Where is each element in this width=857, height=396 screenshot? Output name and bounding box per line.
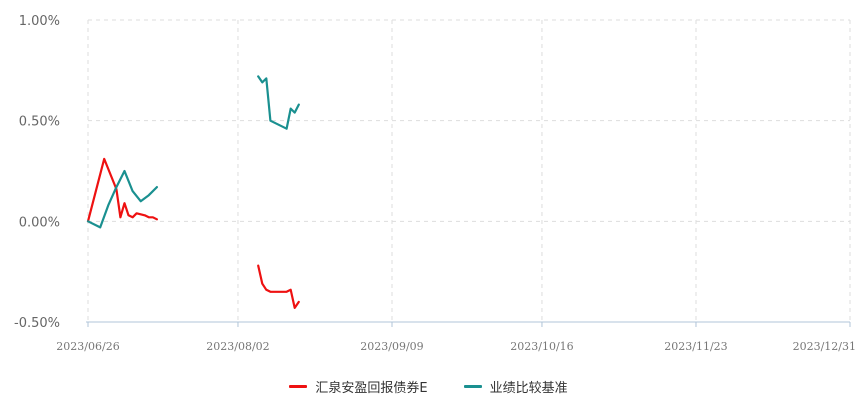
series-1-segment-0	[86, 169, 158, 229]
x-axis: 2023/06/26 2023/08/02 2023/09/09 2023/10/16…	[56, 321, 856, 353]
legend: 汇泉安盈回报债券E 业绩比较基准	[0, 376, 857, 396]
x-tick-label: 2023/08/02	[206, 340, 269, 353]
y-axis: 1.00% 0.50% 0.00% -0.50%	[14, 14, 60, 331]
legend-item-fund[interactable]: 汇泉安盈回报债券E	[289, 377, 428, 396]
series-0-segment-1	[257, 264, 300, 309]
line-chart: 1.00% 0.50% 0.00% -0.50% 2023/06/26 2023/08/…	[14, 14, 856, 353]
series-0-segment-0	[86, 157, 158, 223]
x-tick-label: 2023/10/16	[510, 340, 573, 353]
y-tick-label: 0.50%	[19, 115, 60, 130]
y-tick-label: -0.50%	[14, 316, 60, 331]
series-lines	[86, 75, 300, 309]
grid-lines	[87, 19, 851, 322]
series-1-segment-1	[257, 75, 300, 130]
legend-swatch-benchmark	[463, 384, 482, 388]
y-tick-label: 1.00%	[19, 14, 60, 29]
y-tick-label: 0.00%	[19, 215, 60, 230]
legend-item-benchmark[interactable]: 业绩比较基准	[463, 377, 568, 396]
legend-label-benchmark: 业绩比较基准	[489, 380, 568, 396]
legend-label-fund: 汇泉安盈回报债券E	[315, 380, 428, 396]
x-tick-label: 2023/09/09	[360, 340, 423, 353]
x-tick-label: 2023/06/26	[56, 340, 119, 353]
x-tick-label: 2023/12/31	[793, 340, 856, 353]
x-tick-label: 2023/11/23	[664, 340, 727, 353]
legend-swatch-fund	[289, 384, 308, 388]
